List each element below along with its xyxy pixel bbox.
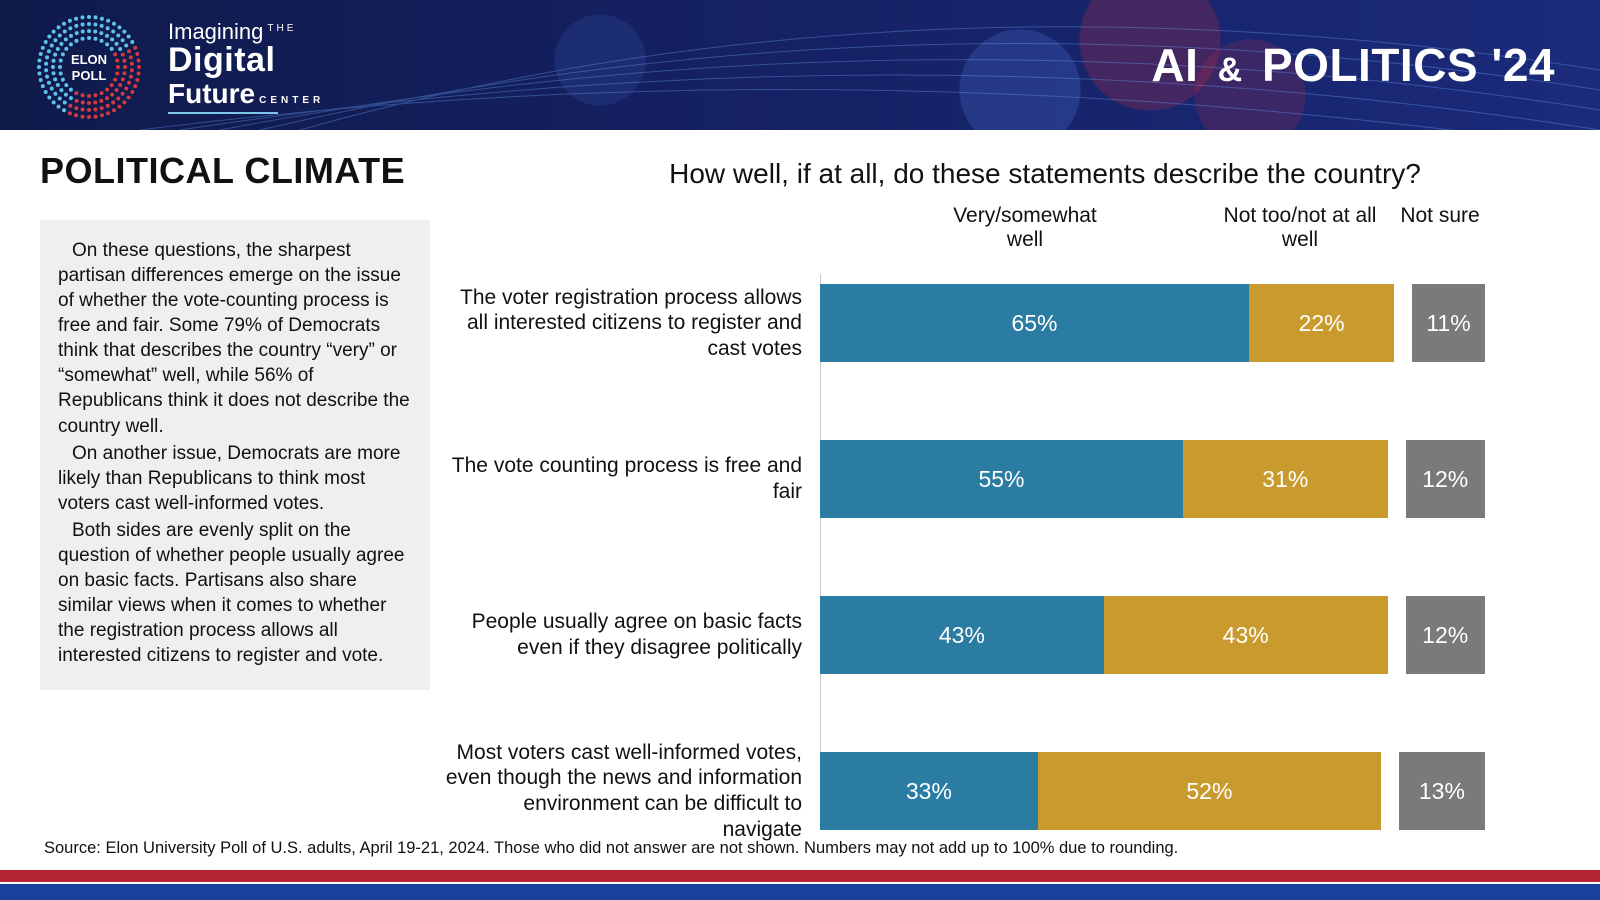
legend-label: Not sure — [1350, 204, 1530, 228]
chart-row: People usually agree on basic facts even… — [440, 596, 1560, 674]
segment-not-sure: 11% — [1412, 284, 1485, 362]
logo-line3: Future — [168, 78, 255, 109]
slide-title: AI & POLITICS '24 — [1151, 38, 1555, 92]
chart-row: Most voters cast well-informed votes, ev… — [440, 752, 1560, 830]
title-pre: AI — [1151, 39, 1198, 91]
chart-row: The voter registration process allows al… — [440, 284, 1560, 362]
segment-not-well: 52% — [1038, 752, 1381, 830]
row-bars: 43%43%12% — [820, 596, 1560, 674]
segment-not-well: 22% — [1249, 284, 1394, 362]
chart-row: The vote counting process is free and fa… — [440, 440, 1560, 518]
segment-not-sure: 12% — [1406, 596, 1485, 674]
logo-center: CENTER — [255, 95, 324, 106]
footer-red — [0, 870, 1600, 882]
row-label: People usually agree on basic facts even… — [440, 609, 820, 660]
commentary-box: On these questions, the sharpest partisa… — [40, 220, 430, 690]
logo-line2: Digital — [168, 43, 324, 79]
segment-well: 55% — [820, 440, 1183, 518]
segment-not-sure: 12% — [1406, 440, 1485, 518]
commentary-p3: Both sides are evenly split on the quest… — [58, 518, 412, 668]
elon-poll-logo-icon: ELON POLL — [34, 12, 144, 122]
row-bars: 55%31%12% — [820, 440, 1560, 518]
logo-block: ELON POLL ImaginingTHE Digital FutureCEN… — [34, 12, 324, 122]
logo-poll-bottom: POLL — [72, 68, 107, 83]
row-bars: 33%52%13% — [820, 752, 1560, 830]
segment-well: 43% — [820, 596, 1104, 674]
row-bars: 65%22%11% — [820, 284, 1560, 362]
segment-well: 65% — [820, 284, 1249, 362]
chart-title: How well, if at all, do these statements… — [530, 158, 1560, 190]
logo-the: THE — [263, 23, 296, 34]
source-note: Source: Elon University Poll of U.S. adu… — [44, 839, 1178, 858]
chart-legend: Very/somewhat wellNot too/not at all wel… — [440, 194, 1560, 274]
row-label: The vote counting process is free and fa… — [440, 453, 820, 504]
commentary-p2: On another issue, Democrats are more lik… — [58, 441, 412, 516]
chart-rows: The voter registration process allows al… — [440, 284, 1560, 830]
title-post: POLITICS '24 — [1262, 39, 1555, 91]
segment-not-sure: 13% — [1399, 752, 1485, 830]
header-band: ELON POLL ImaginingTHE Digital FutureCEN… — [0, 0, 1600, 130]
center-logo-text: ImaginingTHE Digital FutureCENTER — [168, 20, 324, 114]
logo-poll-top: ELON — [71, 52, 107, 67]
legend-label: Very/somewhat well — [935, 204, 1115, 252]
segment-not-well: 43% — [1104, 596, 1388, 674]
title-amp: & — [1212, 51, 1249, 89]
segment-not-well: 31% — [1183, 440, 1388, 518]
footer-stripe — [0, 870, 1600, 900]
commentary-p1: On these questions, the sharpest partisa… — [58, 238, 412, 439]
body-area: POLITICAL CLIMATE How well, if at all, d… — [0, 130, 1600, 900]
segment-well: 33% — [820, 752, 1038, 830]
row-label: Most voters cast well-informed votes, ev… — [440, 740, 820, 842]
row-label: The voter registration process allows al… — [440, 285, 820, 362]
logo-underline — [168, 112, 278, 114]
footer-blue — [0, 884, 1600, 900]
stacked-bar-chart: Very/somewhat wellNot too/not at all wel… — [440, 194, 1560, 830]
